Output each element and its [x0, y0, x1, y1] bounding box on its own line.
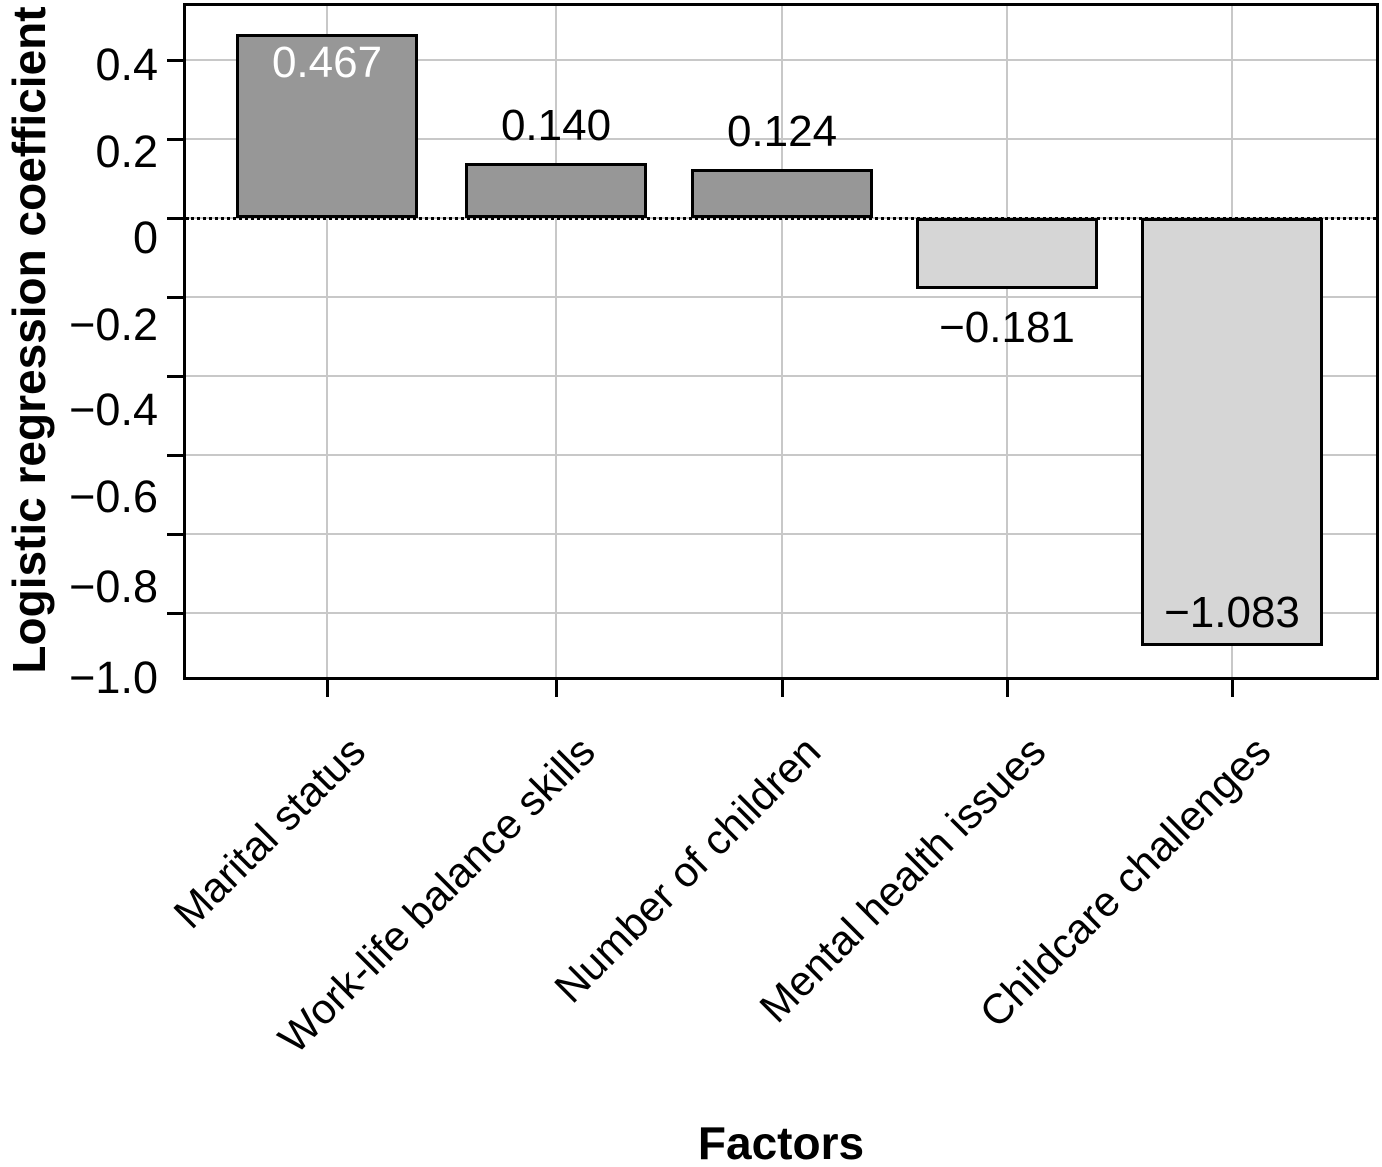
y-axis-tick-label: −0.8 [69, 561, 158, 612]
y-axis-tick [167, 59, 184, 62]
x-gridline [555, 6, 557, 677]
plot-area [183, 3, 1379, 680]
x-axis-tick [780, 680, 784, 697]
x-gridline [1006, 6, 1008, 677]
plot-inner [186, 6, 1376, 677]
x-axis-tick [1005, 680, 1009, 697]
bar-value-label: −0.181 [939, 303, 1075, 353]
bar-value-label: 0.467 [271, 37, 383, 87]
x-axis-category-label-marital-status: Marital status [164, 727, 375, 938]
y-axis-tick-label: 0.2 [95, 126, 158, 177]
bar-childcare-challenges [1141, 218, 1323, 646]
y-axis-tick-label: 0 [132, 212, 158, 263]
x-axis-tick [1230, 680, 1234, 697]
x-gridline [781, 6, 783, 677]
bar-value-label: −1.083 [1164, 587, 1300, 637]
bar-value-label: 0.140 [500, 100, 612, 150]
zero-baseline [186, 217, 1376, 220]
bar-number-of-children [691, 169, 873, 218]
x-axis-tick [325, 680, 329, 697]
y-axis-tick [167, 375, 184, 378]
y-axis-tick [167, 296, 184, 299]
y-axis-tick [167, 533, 184, 536]
y-axis-tick [167, 138, 184, 141]
bar-value-label: 0.124 [726, 107, 838, 157]
y-axis-tick-label: −0.6 [69, 471, 158, 522]
x-gridline [326, 6, 328, 677]
y-axis-tick-label: −1.0 [69, 652, 158, 703]
y-axis-tick [167, 454, 184, 457]
y-axis-tick [167, 217, 184, 220]
y-axis-tick [167, 612, 184, 615]
x-axis-title: Factors [697, 1117, 865, 1167]
bar-work-life-balance-skills [465, 162, 647, 218]
y-axis-tick-label: 0.4 [95, 39, 158, 90]
y-axis-title: Logistic regression coefficient [3, 6, 55, 674]
bar-mental-health-issues [916, 218, 1098, 290]
x-axis-tick [554, 680, 558, 697]
y-axis-tick-label: −0.2 [69, 299, 158, 350]
bar-marital-status [236, 33, 418, 218]
y-axis-tick-label: −0.4 [69, 384, 158, 435]
